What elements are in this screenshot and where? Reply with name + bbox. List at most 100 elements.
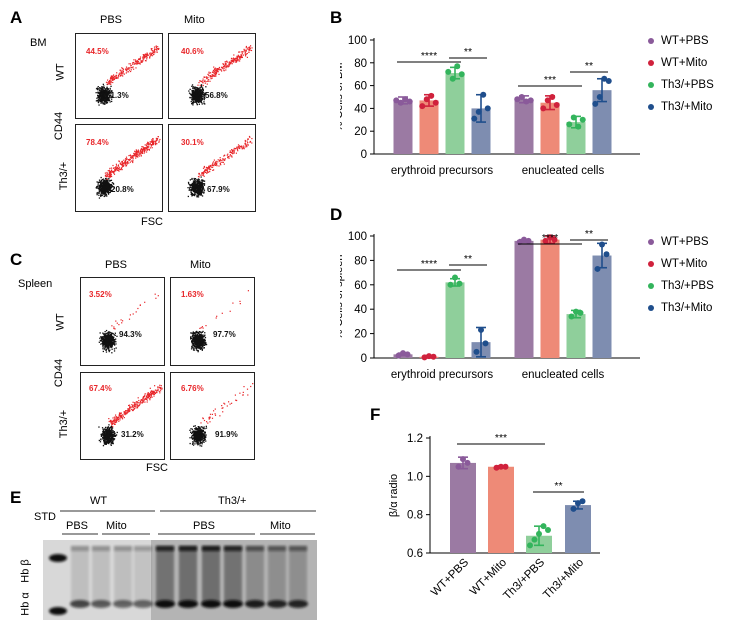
significance-label: ***: [495, 432, 507, 444]
facs-a-wt-pbs: 44.5% 51.3%: [75, 33, 163, 119]
legend-item: WT+Mito: [648, 253, 714, 275]
legend-swatch: [648, 60, 654, 66]
facs-black-pct: 51.3%: [106, 91, 129, 100]
facs-red-pct: 40.6%: [181, 47, 204, 56]
gel-sub-mito-wt: Mito: [106, 520, 127, 532]
data-point: [525, 237, 532, 244]
gel-lane: [133, 546, 153, 608]
gel-lane: [91, 546, 111, 608]
panel-a-col-mito: Mito: [184, 14, 205, 26]
gel-lane-std: [49, 554, 67, 615]
data-point: [449, 75, 456, 82]
data-point: [594, 265, 601, 272]
legend-item: WT+PBS: [648, 30, 714, 52]
facs-red-pct: 78.4%: [86, 138, 109, 147]
significance-label: **: [464, 253, 472, 265]
facs-c-th3-mito: 6.76% 91.9%: [170, 372, 255, 460]
y-axis-title: % Cells of BM: [340, 62, 345, 131]
data-point: [419, 103, 426, 110]
data-point: [456, 280, 463, 287]
legend-swatch: [648, 104, 654, 110]
gel-lane: [178, 546, 198, 608]
legend-swatch: [648, 82, 654, 88]
data-point: [430, 353, 437, 360]
facs-a-th3-mito: 30.1% 67.9%: [168, 124, 256, 212]
data-point: [475, 108, 482, 115]
legend-swatch: [648, 261, 654, 267]
data-point: [493, 464, 500, 471]
data-point: [568, 313, 575, 320]
facs-red-pct: 67.4%: [89, 384, 112, 393]
x-group-label: enucleated cells: [522, 369, 605, 381]
data-point: [484, 105, 491, 112]
facs-c-wt-pbs: 3.52% 94.3%: [80, 277, 165, 366]
facs-black-pct: 97.7%: [213, 330, 236, 339]
legend-item: Th3/+PBS: [648, 275, 714, 297]
legend-d: WT+PBS WT+Mito Th3/+PBS Th3/+Mito: [648, 231, 714, 319]
facs-dots: [95, 45, 160, 106]
legend-label: WT+PBS: [661, 35, 709, 47]
data-point: [540, 105, 547, 112]
chart-f: 0.60.81.01.2β/α radioWT+PBSWT+MitoTh3/+P…: [388, 432, 600, 602]
bar: [565, 505, 591, 553]
gel-lane: [267, 546, 287, 608]
facs-red-pct: 1.63%: [181, 290, 204, 299]
gel-lane: [113, 546, 133, 608]
panel-c-col-pbs: PBS: [105, 259, 128, 271]
legend-label: WT+Mito: [661, 258, 708, 270]
gel-band-beta-label: Hb β: [19, 559, 32, 583]
data-point: [480, 91, 487, 98]
data-point: [570, 505, 577, 512]
significance-label: **: [585, 60, 593, 72]
data-point: [454, 63, 461, 70]
y-tick-label: 0.6: [407, 548, 423, 560]
legend-item: Th3/+Mito: [648, 297, 714, 319]
facs-dots: [189, 383, 254, 447]
significance-label: ****: [542, 232, 558, 244]
data-point: [432, 99, 439, 106]
panel-letter-e: E: [10, 488, 22, 507]
panel-a-col-pbs: PBS: [100, 14, 123, 26]
y-tick-label: 60: [354, 81, 367, 93]
data-point: [605, 78, 612, 85]
data-point: [577, 309, 584, 316]
facs-black-pct: 20.8%: [111, 185, 134, 194]
data-point: [404, 351, 411, 358]
bar: [566, 314, 586, 358]
data-point: [573, 308, 579, 315]
gel-sub-pbs-wt: PBS: [66, 520, 89, 532]
bar: [514, 99, 534, 154]
data-point: [545, 527, 551, 533]
legend-label: Th3/+Mito: [661, 101, 713, 113]
data-point: [518, 94, 525, 100]
gel-group-wt: WT: [90, 495, 108, 507]
legend-item: WT+PBS: [648, 231, 714, 253]
data-point: [423, 96, 430, 103]
gel-image: [43, 540, 317, 620]
gel-lane: [245, 546, 265, 608]
data-point: [551, 236, 558, 243]
panel-a-x-axis: FSC: [141, 216, 163, 228]
y-tick-label: 80: [354, 255, 367, 267]
legend-swatch: [648, 283, 654, 289]
bar: [488, 466, 514, 553]
legend-swatch: [648, 38, 654, 44]
gel-lane: [223, 546, 243, 608]
bar: [450, 462, 476, 553]
legend-swatch: [648, 305, 654, 311]
data-point: [395, 352, 402, 359]
facs-c-th3-pbs: 67.4% 31.2%: [80, 372, 165, 460]
data-point: [514, 96, 521, 103]
data-point: [570, 114, 577, 121]
significance-label: ****: [421, 258, 437, 270]
y-tick-label: 40: [354, 304, 367, 316]
data-point: [579, 116, 586, 123]
facs-dots: [188, 45, 253, 106]
bar: [445, 73, 465, 154]
significance-label: **: [585, 228, 593, 240]
bar: [566, 122, 586, 154]
data-point: [523, 98, 530, 105]
x-group-label: erythroid precursors: [391, 165, 494, 177]
chart-b: 0 20 40 60 80 100 % Cells of BM erythroid precu…: [340, 35, 640, 177]
y-tick-label: 100: [348, 231, 367, 243]
